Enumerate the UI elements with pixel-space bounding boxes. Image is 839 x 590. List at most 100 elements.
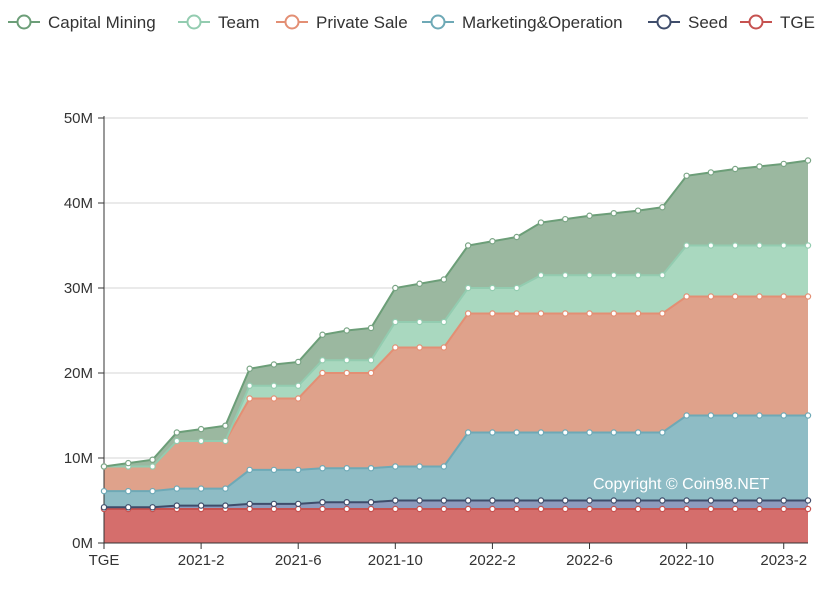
data-point bbox=[489, 497, 496, 504]
data-point bbox=[659, 505, 666, 513]
data-point bbox=[319, 331, 326, 338]
data-point bbox=[780, 160, 787, 168]
data-point bbox=[440, 497, 448, 504]
data-point bbox=[683, 497, 690, 504]
data-point bbox=[586, 505, 593, 513]
data-point bbox=[537, 272, 545, 279]
y-tick-label: 50M bbox=[64, 110, 93, 127]
data-point bbox=[392, 344, 399, 351]
data-point bbox=[125, 487, 132, 495]
data-point bbox=[173, 429, 181, 436]
data-point bbox=[683, 242, 690, 249]
data-point bbox=[440, 276, 448, 283]
data-point bbox=[513, 310, 520, 317]
data-point bbox=[295, 395, 302, 402]
data-point bbox=[173, 437, 181, 445]
data-point bbox=[537, 505, 545, 513]
data-point bbox=[489, 505, 496, 513]
data-point bbox=[367, 505, 375, 513]
y-tick-label: 40M bbox=[64, 195, 93, 212]
chart-axes: 0M 10M 20M 30M 40M 50M TGE 2021-2 2021-6 2021-10 2… bbox=[64, 110, 808, 569]
chart-legend: Capital Mining Team Private Sale Marketing&… bbox=[8, 13, 815, 32]
area-team bbox=[104, 245, 808, 467]
data-point bbox=[100, 463, 108, 470]
data-point bbox=[222, 437, 229, 445]
x-tick-label: 2022-2 bbox=[469, 552, 516, 569]
data-point bbox=[513, 233, 520, 241]
data-point bbox=[464, 429, 472, 436]
data-point bbox=[634, 272, 642, 279]
data-point bbox=[756, 242, 763, 249]
data-point bbox=[756, 412, 763, 419]
data-point bbox=[464, 242, 472, 249]
data-point bbox=[367, 465, 375, 472]
data-point bbox=[416, 344, 423, 351]
data-point bbox=[173, 502, 181, 509]
data-point bbox=[707, 169, 715, 176]
data-point bbox=[416, 497, 423, 504]
data-point bbox=[489, 284, 496, 292]
points-tge bbox=[100, 505, 812, 513]
data-point bbox=[513, 284, 520, 292]
chart-points bbox=[100, 157, 812, 513]
data-point bbox=[756, 163, 763, 170]
data-point bbox=[270, 500, 278, 508]
legend-marker-icon bbox=[186, 14, 202, 30]
x-tick-label: TGE bbox=[89, 552, 120, 569]
x-tick-label: 2023-2 bbox=[760, 552, 807, 569]
x-tick-label: 2022-6 bbox=[566, 552, 613, 569]
data-point bbox=[683, 505, 690, 513]
legend-item-tge: TGE bbox=[740, 13, 815, 32]
data-point bbox=[464, 310, 472, 317]
data-point bbox=[586, 212, 593, 219]
data-point bbox=[367, 357, 375, 364]
data-point bbox=[173, 485, 181, 492]
data-point bbox=[295, 505, 302, 513]
data-point bbox=[562, 272, 569, 279]
data-point bbox=[562, 505, 569, 513]
legend-label: Capital Mining bbox=[48, 13, 156, 32]
legend-item-private-sale: Private Sale bbox=[276, 13, 408, 32]
data-point bbox=[100, 504, 108, 511]
data-point bbox=[222, 502, 229, 509]
data-point bbox=[780, 293, 787, 300]
watermark-text: Copyright © Coin98.NET bbox=[593, 476, 770, 493]
data-point bbox=[246, 382, 253, 389]
data-point bbox=[319, 499, 326, 506]
data-point bbox=[804, 157, 812, 164]
legend-item-capital-mining: Capital Mining bbox=[8, 13, 156, 32]
data-point bbox=[634, 429, 642, 436]
data-point bbox=[246, 395, 253, 402]
area-private-sale bbox=[104, 296, 808, 492]
data-point bbox=[756, 293, 763, 300]
data-point bbox=[659, 272, 666, 279]
y-tick-label: 0M bbox=[72, 535, 93, 552]
data-point bbox=[731, 242, 739, 249]
data-point bbox=[464, 497, 472, 504]
data-point bbox=[440, 505, 448, 513]
data-point bbox=[756, 497, 763, 504]
data-point bbox=[634, 310, 642, 317]
data-point bbox=[804, 293, 812, 300]
data-point bbox=[343, 357, 350, 364]
data-point bbox=[659, 429, 666, 436]
legend-marker-icon bbox=[16, 14, 32, 30]
legend-marker-icon bbox=[430, 14, 446, 30]
data-point bbox=[731, 497, 739, 504]
legend-label: Marketing&Operation bbox=[462, 13, 623, 32]
data-point bbox=[489, 310, 496, 317]
data-point bbox=[246, 500, 253, 508]
data-point bbox=[222, 485, 229, 492]
legend-item-marketing-operation: Marketing&Operation bbox=[422, 13, 623, 32]
data-point bbox=[392, 505, 399, 513]
data-point bbox=[270, 361, 278, 368]
data-point bbox=[659, 204, 666, 211]
data-point bbox=[270, 395, 278, 402]
data-point bbox=[731, 412, 739, 419]
data-point bbox=[149, 504, 156, 511]
data-point bbox=[343, 499, 350, 506]
data-point bbox=[319, 369, 326, 377]
area-capital-mining bbox=[104, 160, 808, 467]
data-point bbox=[537, 429, 545, 436]
area-marketing-operation bbox=[104, 415, 808, 508]
